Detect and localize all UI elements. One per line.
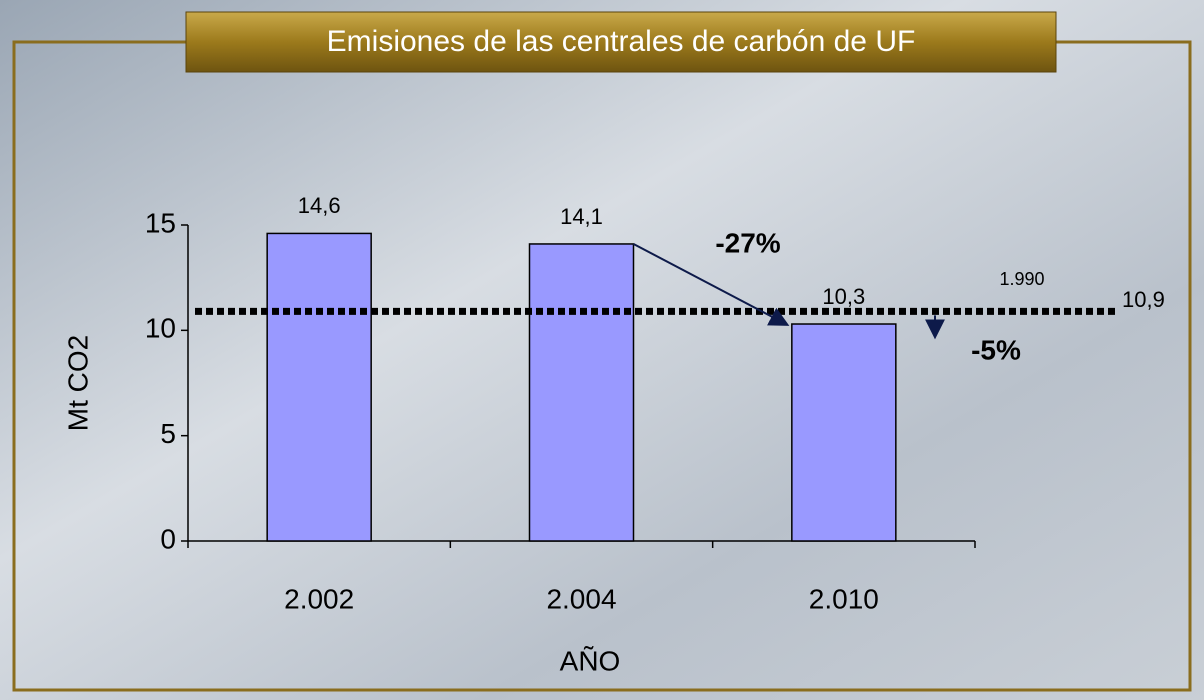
x-tick-label: 2.010 [809, 583, 879, 614]
chart-title: Emisiones de las centrales de carbón de … [327, 25, 916, 58]
value-label: 14,1 [560, 204, 603, 229]
value-label: 14,6 [298, 193, 341, 218]
x-tick-label: 2.004 [546, 583, 616, 614]
bar [792, 324, 896, 541]
value-label: 10,3 [822, 284, 865, 309]
chart: Emisiones de las centrales de carbón de … [0, 0, 1204, 700]
annotation: -27% [715, 227, 780, 258]
y-tick-label: 0 [160, 523, 176, 554]
y-tick-label: 5 [160, 418, 176, 449]
reference-value-label: 10,9 [1122, 287, 1165, 312]
y-tick-label: 10 [145, 313, 176, 344]
reference-name: 1.990 [999, 269, 1044, 289]
bar [267, 233, 371, 541]
x-tick-label: 2.002 [284, 583, 354, 614]
y-axis-label: Mt CO2 [62, 335, 93, 431]
y-tick-label: 15 [145, 207, 176, 238]
x-axis-label: AÑO [560, 645, 621, 676]
bar [530, 244, 634, 541]
annotation: -5% [971, 334, 1021, 365]
